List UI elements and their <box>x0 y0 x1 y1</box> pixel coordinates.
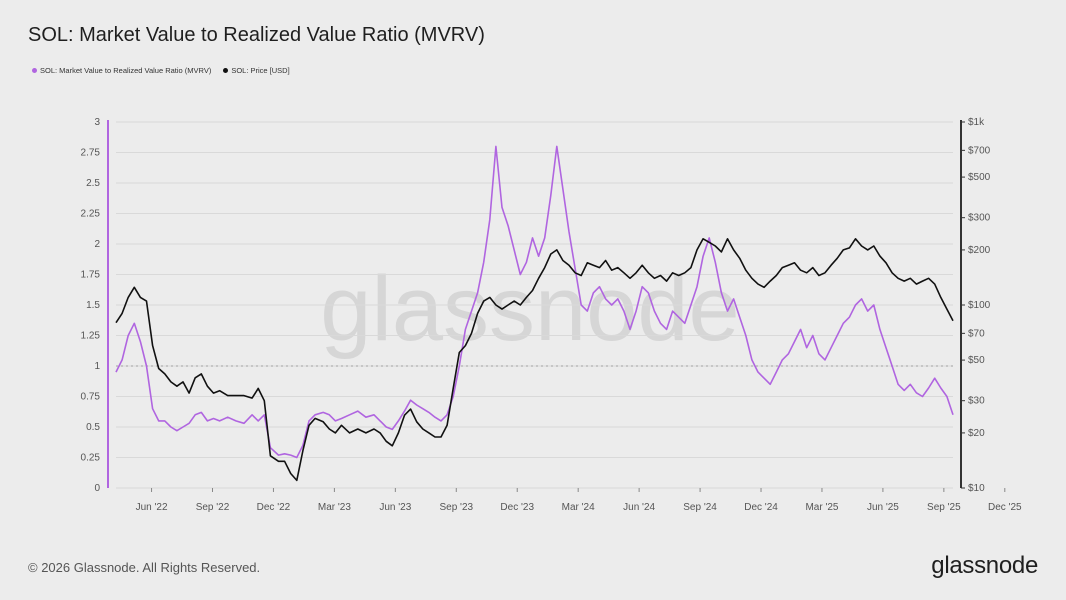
right-y-axis: $10 $20 $30 $50 $70 $100 $200 $300 $500 $700 $1k <box>961 117 991 494</box>
x-tick-label: Dec '24 <box>744 502 778 513</box>
series-layer <box>115 145 954 482</box>
left-tick-label: 2.5 <box>86 178 100 189</box>
x-tick-label: Mar '24 <box>562 502 595 513</box>
right-tick-label: $200 <box>968 245 991 256</box>
x-tick-label: Mar '23 <box>318 502 351 513</box>
left-tick-label: 0.5 <box>86 422 100 433</box>
left-tick-label: 1 <box>94 361 100 372</box>
right-tick-label: $1k <box>968 117 985 128</box>
x-tick-label: Dec '22 <box>257 502 291 513</box>
x-tick-label: Sep '23 <box>439 502 473 513</box>
left-tick-label: 1.25 <box>81 331 101 342</box>
left-tick-label: 3 <box>94 117 100 128</box>
x-tick-label: Sep '22 <box>196 502 230 513</box>
glassnode-logo[interactable]: glassnode <box>931 552 1038 579</box>
right-tick-label: $50 <box>968 355 985 366</box>
series-line-mvrv <box>115 145 954 459</box>
x-axis: Jun '22 Sep '22 Dec '22 Mar '23 Jun '23 Sep '… <box>136 488 1022 513</box>
left-tick-label: 1.5 <box>86 300 100 311</box>
x-tick-label: Mar '25 <box>805 502 838 513</box>
left-y-axis: 0 0.25 0.5 0.75 1 1.25 1.5 1.75 2 2.25 2.5 2.75 3 <box>81 117 101 494</box>
x-tick-label: Jun '25 <box>867 502 899 513</box>
copyright-text: © 2026 Glassnode. All Rights Reserved. <box>28 560 261 575</box>
x-tick-label: Jun '24 <box>623 502 655 513</box>
left-tick-label: 2 <box>94 239 100 250</box>
x-tick-label: Sep '24 <box>683 502 717 513</box>
watermark: glassnode <box>320 258 739 360</box>
chart-legend: SOL: Market Value to Realized Value Rati… <box>32 66 290 75</box>
legend-item-price[interactable]: SOL: Price [USD] <box>223 66 290 75</box>
left-tick-label: 0 <box>94 483 100 494</box>
left-tick-label: 0.75 <box>81 392 101 403</box>
left-tick-label: 2.25 <box>81 209 101 220</box>
x-tick-label: Dec '23 <box>500 502 534 513</box>
legend-label-price: SOL: Price [USD] <box>231 66 290 75</box>
series-line-price <box>115 238 954 482</box>
right-tick-label: $20 <box>968 428 985 439</box>
x-tick-label: Jun '23 <box>379 502 411 513</box>
legend-dot-mvrv <box>32 68 37 73</box>
x-tick-label: Dec '25 <box>988 502 1022 513</box>
right-tick-label: $500 <box>968 172 991 183</box>
x-tick-label: Jun '22 <box>136 502 168 513</box>
left-tick-label: 2.75 <box>81 148 101 159</box>
right-tick-label: $70 <box>968 328 985 339</box>
right-tick-label: $30 <box>968 396 985 407</box>
chart-title: SOL: Market Value to Realized Value Rati… <box>28 24 485 46</box>
legend-item-mvrv[interactable]: SOL: Market Value to Realized Value Rati… <box>32 66 211 75</box>
x-tick-label: Sep '25 <box>927 502 961 513</box>
legend-dot-price <box>223 68 229 73</box>
right-tick-label: $700 <box>968 145 991 156</box>
right-tick-label: $300 <box>968 213 991 224</box>
legend-label-mvrv: SOL: Market Value to Realized Value Rati… <box>40 66 212 75</box>
left-tick-label: 1.75 <box>81 270 101 281</box>
right-tick-label: $100 <box>968 300 991 311</box>
grid <box>116 121 953 489</box>
right-tick-label: $10 <box>968 483 985 494</box>
left-tick-label: 0.25 <box>81 453 101 464</box>
